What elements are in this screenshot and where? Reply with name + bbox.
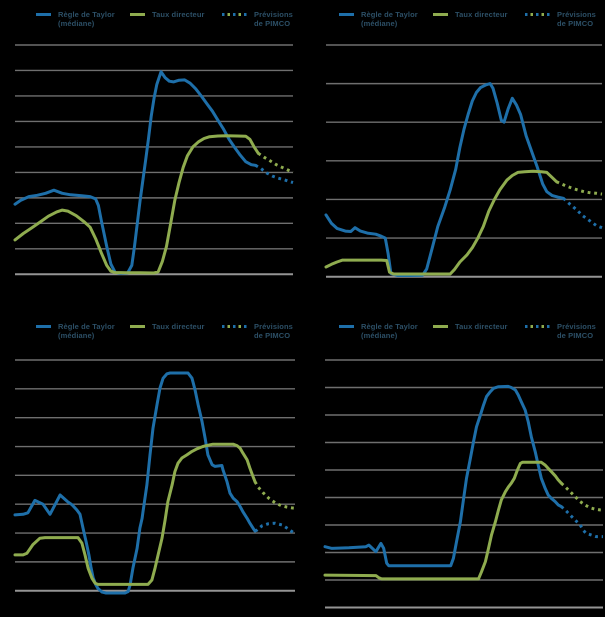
legend-label-policy-rate: Taux directeur <box>152 10 205 19</box>
legend-item-policy-rate: Taux directeur <box>433 10 525 19</box>
taylor-rule-series <box>323 384 563 568</box>
policy-rate-line-swatch <box>130 13 145 16</box>
chart-legend: Règle de Taylor (médiane) Taux directeur … <box>303 0 605 40</box>
taylor-rule-line-swatch <box>339 325 354 328</box>
legend-label-policy-rate: Taux directeur <box>455 10 508 19</box>
chart-legend: Règle de Taylor (médiane) Taux directeur … <box>0 310 302 355</box>
taylor-rule-series <box>13 371 257 595</box>
policy-rate-series <box>13 134 260 275</box>
pimco-forecast-dotted-swatch <box>525 13 550 16</box>
legend-label-pimco-forecast: Prévisions de PIMCO <box>254 10 293 28</box>
legend-label-policy-rate: Taux directeur <box>455 322 508 331</box>
legend-label-taylor-rule: Règle de Taylor (médiane) <box>361 322 418 340</box>
pimco-forecast-line-taylor-rule-series <box>562 197 603 230</box>
policy-rate-series <box>323 460 563 581</box>
legend-label-pimco-forecast: Prévisions de PIMCO <box>254 322 293 340</box>
pimco-forecast-line-policy-rate-series <box>257 152 294 174</box>
taylor-rule-chart-top-right <box>324 44 603 278</box>
policy-rate-series <box>324 169 558 276</box>
pimco-forecast-line-policy-rate-series <box>560 482 604 512</box>
legend-item-taylor-rule: Règle de Taylor (médiane) <box>36 322 130 340</box>
taylor-rule-line-swatch <box>36 13 51 16</box>
pimco-forecast-line-policy-rate-series <box>555 180 603 196</box>
taylor-rule-line-swatch <box>36 325 51 328</box>
legend-item-policy-rate: Taux directeur <box>433 322 525 331</box>
policy-rate-line-swatch <box>130 325 145 328</box>
legend-item-pimco-forecast: Prévisions de PIMCO <box>525 322 596 340</box>
legend-item-pimco-forecast: Prévisions de PIMCO <box>222 10 293 28</box>
taylor-rule-series <box>13 70 257 275</box>
taylor-rule-chart-bottom-right <box>323 359 604 609</box>
pimco-forecast-dotted-swatch <box>222 13 247 16</box>
legend-label-taylor-rule: Règle de Taylor (médiane) <box>361 10 418 28</box>
legend-label-taylor-rule: Règle de Taylor (médiane) <box>58 322 115 340</box>
pimco-forecast-line-taylor-rule-series <box>254 164 294 185</box>
legend-item-taylor-rule: Règle de Taylor (médiane) <box>36 10 130 28</box>
chart-legend: Règle de Taylor (médiane) Taux directeur … <box>0 0 302 40</box>
pimco-forecast-line-policy-rate-series <box>253 480 296 510</box>
pimco-forecast-line-taylor-rule-series <box>560 505 603 539</box>
policy-rate-series <box>13 442 257 586</box>
policy-rate-line-swatch <box>433 13 448 16</box>
policy-rate-line-swatch <box>433 325 448 328</box>
legend-item-taylor-rule: Règle de Taylor (médiane) <box>339 10 433 28</box>
pimco-forecast-dotted-swatch <box>525 325 550 328</box>
pimco-forecast-dotted-swatch <box>222 325 247 328</box>
chart-legend: Règle de Taylor (médiane) Taux directeur … <box>303 310 605 355</box>
legend-label-pimco-forecast: Prévisions de PIMCO <box>557 322 596 340</box>
legend-item-policy-rate: Taux directeur <box>130 322 222 331</box>
chart-panel-top-left: Règle de Taylor (médiane) Taux directeur … <box>0 0 302 300</box>
chart-panel-bottom-right: Règle de Taylor (médiane) Taux directeur … <box>303 310 605 617</box>
taylor-rule-series <box>324 82 565 277</box>
legend-item-pimco-forecast: Prévisions de PIMCO <box>222 322 293 340</box>
legend-label-pimco-forecast: Prévisions de PIMCO <box>557 10 596 28</box>
taylor-rule-chart-top-left <box>13 44 294 276</box>
chart-panel-bottom-left: Règle de Taylor (médiane) Taux directeur … <box>0 310 302 617</box>
chart-panel-top-right: Règle de Taylor (médiane) Taux directeur … <box>303 0 605 300</box>
pimco-forecast-line-taylor-rule-series <box>254 521 296 535</box>
taylor-rule-chart-bottom-left <box>13 359 296 595</box>
legend-item-taylor-rule: Règle de Taylor (médiane) <box>339 322 433 340</box>
legend-label-policy-rate: Taux directeur <box>152 322 205 331</box>
legend-item-policy-rate: Taux directeur <box>130 10 222 19</box>
taylor-rule-line-swatch <box>339 13 354 16</box>
legend-item-pimco-forecast: Prévisions de PIMCO <box>525 10 596 28</box>
legend-label-taylor-rule: Règle de Taylor (médiane) <box>58 10 115 28</box>
